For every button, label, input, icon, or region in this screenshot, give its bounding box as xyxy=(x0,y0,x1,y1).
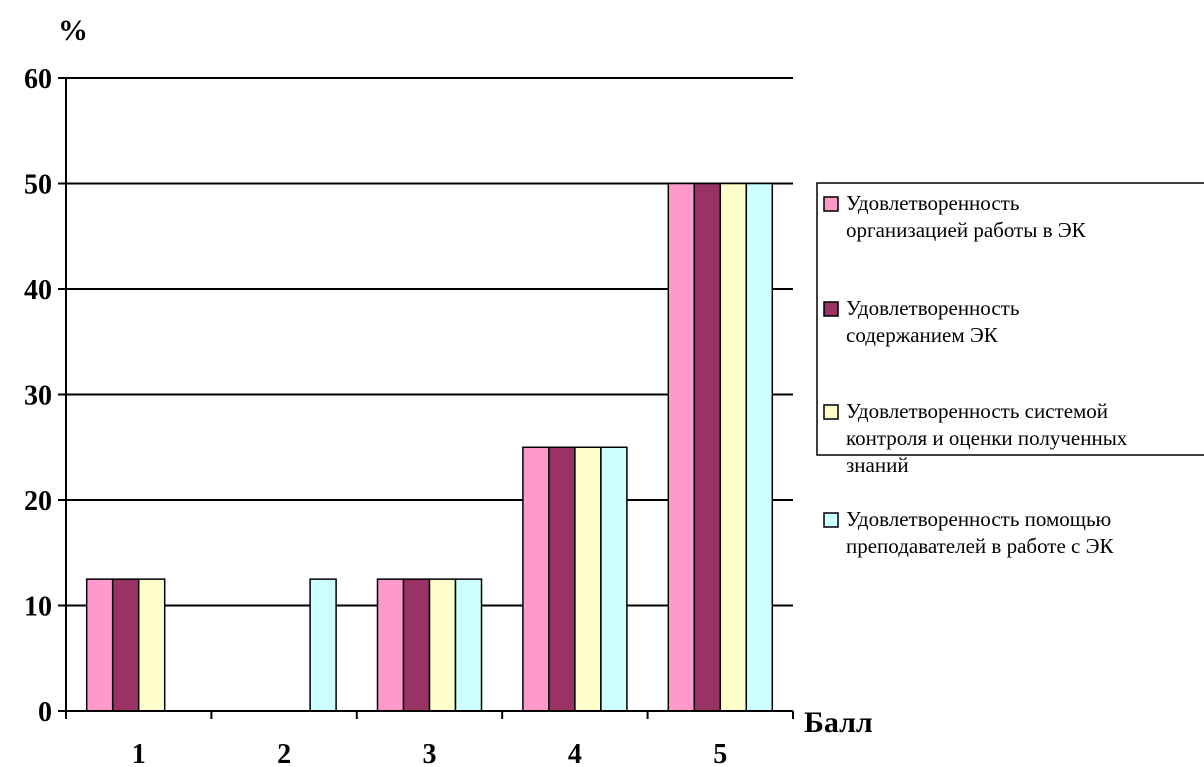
legend-label: Удовлетворенность организацией работы в Э… xyxy=(846,191,1087,242)
bar xyxy=(454,578,483,712)
legend-swatch xyxy=(823,512,839,528)
legend-swatch xyxy=(823,404,839,420)
bar xyxy=(745,182,774,712)
y-tick-label: 20 xyxy=(24,486,52,517)
legend: Удовлетворенность организацией работы в Э… xyxy=(816,182,1204,558)
x-axis-title: Балл xyxy=(804,706,873,739)
legend-label: Удовлетворенность системой контроля и оце… xyxy=(846,399,1128,477)
y-tick-label: 60 xyxy=(24,64,52,95)
legend-item: Удовлетворенность помощью преподавателей … xyxy=(823,507,1114,558)
bar xyxy=(600,446,628,712)
bar xyxy=(376,578,405,712)
bar xyxy=(719,182,748,712)
y-tick-label: 40 xyxy=(24,275,52,306)
legend-swatch xyxy=(823,196,839,212)
bar xyxy=(522,446,550,712)
legend-label: Удовлетворенность содержанием ЭК xyxy=(846,296,1019,347)
bar xyxy=(111,578,140,712)
bar xyxy=(85,578,114,712)
bar xyxy=(693,182,722,712)
x-tick-label: 2 xyxy=(277,739,291,767)
x-tick-label: 4 xyxy=(568,739,582,767)
axes: 0 10 20 30 40 50 60 1 2 3 4 5 xyxy=(24,64,794,767)
legend-label: Удовлетворенность помощью преподавателей … xyxy=(846,507,1114,558)
bar xyxy=(309,578,337,712)
y-tick-label: 50 xyxy=(24,170,52,201)
x-tick-label: 1 xyxy=(132,739,146,767)
legend-item: Удовлетворенность организацией работы в Э… xyxy=(823,191,1087,242)
y-tick-label: 10 xyxy=(24,592,52,623)
legend-swatch xyxy=(823,301,839,317)
bars xyxy=(85,182,774,712)
y-tick-label: 0 xyxy=(38,697,52,728)
x-tick-label: 3 xyxy=(423,739,437,767)
y-axis-title: % xyxy=(58,14,88,47)
bar xyxy=(574,446,602,712)
x-tick-label: 5 xyxy=(713,739,727,767)
bar xyxy=(548,446,576,712)
legend-box xyxy=(816,182,1204,456)
bar xyxy=(667,182,696,712)
y-tick-label: 30 xyxy=(24,381,52,412)
legend-item: Удовлетворенность системой контроля и оце… xyxy=(823,399,1128,477)
legend-item: Удовлетворенность содержанием ЭК xyxy=(823,296,1019,347)
bar xyxy=(402,578,431,712)
bar xyxy=(137,578,166,712)
bar xyxy=(428,578,457,712)
